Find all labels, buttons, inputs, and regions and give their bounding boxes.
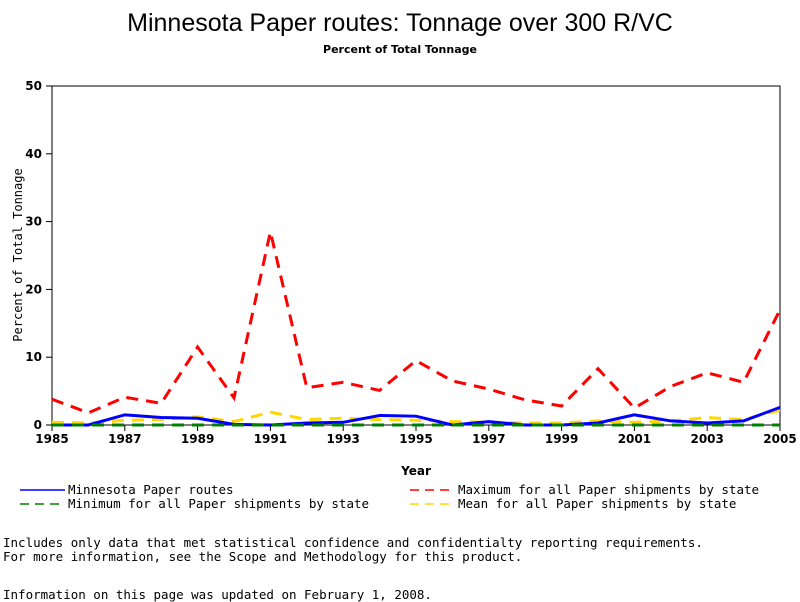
x-tick-label: 2005: [763, 432, 796, 446]
x-tick-label: 1993: [326, 432, 359, 446]
y-tick-label: 0: [34, 418, 42, 432]
y-tick-label: 10: [25, 350, 42, 364]
x-tick-label: 1985: [35, 432, 68, 446]
x-tick-label: 1987: [108, 432, 141, 446]
legend: Minnesota Paper routes Maximum for all Pa…: [20, 482, 759, 511]
legend-label: Maximum for all Paper shipments by state: [458, 482, 759, 497]
x-tick-label: 1995: [399, 432, 432, 446]
x-tick-label: 1989: [181, 432, 214, 446]
legend-label: Minnesota Paper routes: [68, 482, 234, 497]
x-tick-label: 1991: [254, 432, 287, 446]
y-tick-label: 30: [25, 215, 42, 229]
note-confidence: Includes only data that met statistical …: [3, 535, 703, 550]
x-tick-label: 2001: [618, 432, 651, 446]
y-tick-label: 40: [25, 147, 42, 161]
x-axis-label: Year: [400, 464, 431, 478]
x-tick-label: 1997: [472, 432, 505, 446]
legend-label: Minimum for all Paper shipments by state: [68, 496, 369, 511]
y-tick-label: 20: [25, 282, 42, 296]
chart-title: Minnesota Paper routes: Tonnage over 300…: [127, 9, 673, 37]
note-methodology: For more information, see the Scope and …: [3, 549, 522, 564]
x-tick-label: 1999: [545, 432, 578, 446]
chart-subtitle: Percent of Total Tonnage: [323, 43, 477, 56]
x-tick-label: 2003: [690, 432, 723, 446]
legend-label: Mean for all Paper shipments by state: [458, 496, 736, 511]
y-axis-label: Percent of Total Tonnage: [11, 168, 25, 341]
series-line-1: [52, 232, 780, 413]
y-tick-label: 50: [25, 79, 42, 93]
plot-frame: [52, 86, 780, 425]
